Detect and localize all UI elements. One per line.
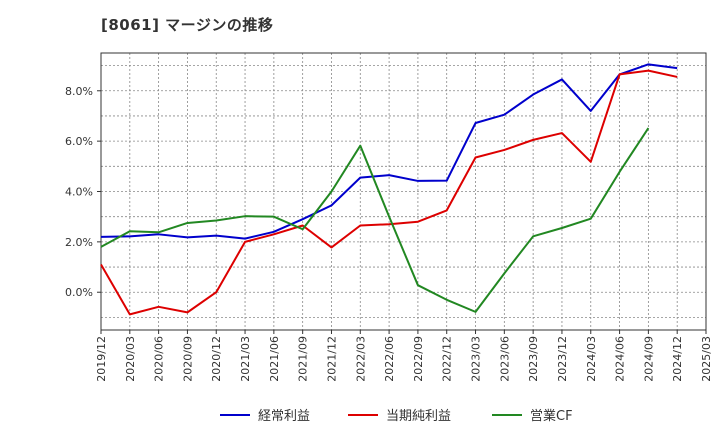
x-tick-label: 2023/03 (470, 336, 483, 382)
x-tick-label: 2023/06 (498, 336, 511, 382)
x-tick-label: 2023/12 (556, 336, 569, 382)
x-tick-label: 2021/12 (325, 336, 338, 382)
x-tick-label: 2019/12 (95, 336, 108, 382)
legend-label: 営業CF (530, 408, 573, 424)
x-tick-label: 2024/09 (642, 336, 655, 382)
x-tick-label: 2024/12 (671, 336, 684, 382)
legend: 経常利益 当期純利益 営業CF (220, 408, 573, 424)
x-tick-label: 2022/12 (441, 336, 454, 382)
x-tick-label: 2022/03 (354, 336, 367, 382)
x-tick-label: 2022/09 (412, 336, 425, 382)
x-tick-label: 2021/09 (297, 336, 310, 382)
y-tick-label: 4.0% (65, 186, 93, 199)
series-line-1 (100, 63, 678, 240)
y-tick-label: 0.0% (65, 286, 93, 299)
series-line-2 (100, 69, 678, 316)
x-tick-label: 2020/06 (153, 336, 166, 382)
y-tick-label: 6.0% (65, 135, 93, 148)
x-tick-label: 2023/09 (527, 336, 540, 382)
y-tick-label: 8.0% (65, 85, 93, 98)
grid (100, 53, 707, 330)
x-tick-label: 2021/06 (268, 336, 281, 382)
x-tick-label: 2021/03 (239, 336, 252, 382)
axes (97, 52, 707, 334)
x-tick-label: 2022/06 (383, 336, 396, 382)
series-layer (100, 63, 678, 316)
x-tick-label: 2025/03 (700, 336, 713, 382)
x-tick-label: 2020/03 (124, 336, 137, 382)
y-tick-label: 2.0% (65, 236, 93, 249)
x-tick-labels: 2019/12 2020/03 2020/06 2020/09 2020/12 2021/… (95, 336, 713, 382)
legend-label: 当期純利益 (386, 409, 451, 424)
x-tick-label: 2024/06 (614, 336, 627, 382)
legend-label: 経常利益 (258, 409, 310, 424)
x-tick-label: 2020/12 (210, 336, 223, 382)
chart-title: [8061] マージンの推移 (101, 16, 274, 34)
x-tick-label: 2024/03 (585, 336, 598, 382)
x-tick-label: 2020/09 (181, 336, 194, 382)
series-line-3 (100, 127, 650, 313)
plot-area (101, 53, 706, 330)
y-tick-labels: 0.0% 2.0% 4.0% 6.0% 8.0% (65, 85, 93, 299)
